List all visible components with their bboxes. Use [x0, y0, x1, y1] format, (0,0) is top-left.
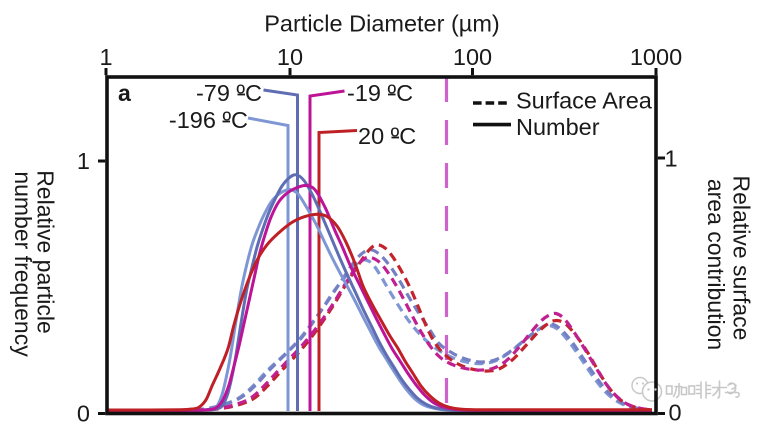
svg-text:Number: Number [516, 114, 600, 140]
svg-text:1: 1 [665, 146, 678, 172]
svg-text:Surface Area: Surface Area [516, 88, 653, 114]
svg-text:100: 100 [453, 44, 492, 70]
svg-text:a: a [118, 80, 131, 106]
svg-text:-79 ºC: -79 ºC [196, 80, 262, 106]
svg-text:0: 0 [77, 401, 90, 424]
svg-text:10: 10 [277, 44, 303, 70]
svg-text:-19 ºC: -19 ºC [347, 80, 413, 106]
svg-text:1000: 1000 [630, 44, 682, 70]
svg-text:number frequency: number frequency [10, 171, 36, 357]
svg-text:Relative surface: Relative surface [729, 176, 755, 341]
svg-text:-196 ºC: -196 ºC [169, 107, 248, 133]
svg-text:area contribution: area contribution [703, 179, 729, 350]
svg-text:1: 1 [77, 148, 90, 174]
svg-text:Particle Diameter (µm): Particle Diameter (µm) [264, 11, 500, 37]
svg-text:1: 1 [99, 44, 112, 70]
svg-text:Relative particle: Relative particle [33, 170, 59, 334]
svg-text:0: 0 [669, 400, 682, 424]
svg-text:20 ºC: 20 ºC [358, 123, 416, 149]
